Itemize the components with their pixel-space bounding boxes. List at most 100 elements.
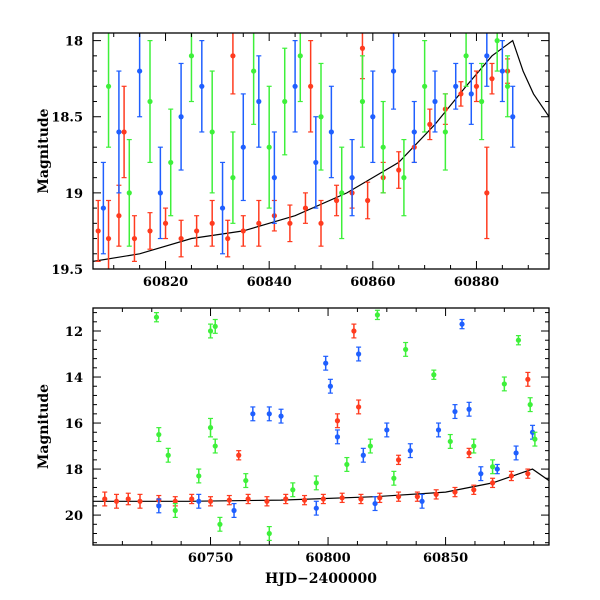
x-tick-label: 60860: [350, 275, 395, 290]
top-data-point: [147, 212, 153, 250]
x-tick-label: 60820: [143, 275, 188, 290]
x-tick-label: 60840: [247, 275, 292, 290]
y-tick-label: 14: [65, 371, 83, 386]
point-marker: [178, 235, 184, 242]
top-data-point: [473, 70, 480, 103]
point-marker: [431, 372, 437, 378]
bottom-data-point: [527, 397, 533, 413]
top-data-point: [494, 33, 500, 72]
point-marker: [287, 220, 293, 226]
top-data-point: [489, 62, 495, 95]
point-marker: [250, 411, 256, 417]
bottom-data-point: [243, 473, 249, 489]
point-marker: [494, 466, 500, 472]
point-marker: [113, 498, 120, 504]
top-data-point: [411, 100, 417, 164]
top-data-point: [230, 131, 236, 224]
bottom-data-point: [172, 502, 178, 518]
point-marker: [447, 438, 453, 445]
bottom-series-2: [153, 309, 538, 541]
point-marker: [471, 487, 477, 493]
point-marker: [121, 129, 127, 135]
point-marker: [466, 406, 472, 412]
point-marker: [131, 235, 138, 242]
top-plot-area: [93, 33, 549, 269]
bottom-series-1: [156, 318, 536, 518]
point-marker: [358, 496, 364, 502]
top-data-point: [251, 33, 257, 125]
bottom-data-point: [125, 492, 131, 506]
point-marker: [513, 450, 519, 456]
bottom-data-point: [334, 413, 341, 429]
point-marker: [489, 464, 496, 470]
bottom-data-point: [435, 422, 442, 438]
point-marker: [271, 175, 277, 181]
top-data-point: [427, 108, 433, 141]
x-tick-label: 60750: [188, 551, 233, 566]
top-data-point: [194, 215, 200, 247]
top-data-point: [510, 85, 516, 148]
point-marker: [251, 68, 257, 74]
y-tick-label: 19.5: [51, 263, 83, 278]
point-marker: [525, 376, 531, 382]
bottom-data-point: [313, 500, 319, 516]
top-data-point: [95, 199, 101, 262]
bottom-data-point: [414, 491, 420, 502]
bottom-series-0: [102, 323, 531, 509]
bottom-data-point: [433, 489, 439, 500]
bottom-data-point: [466, 447, 472, 459]
bottom-data-point: [323, 355, 329, 371]
point-marker: [196, 473, 202, 479]
point-marker: [527, 402, 533, 408]
point-marker: [313, 159, 319, 166]
bottom-data-point: [478, 466, 484, 482]
point-marker: [532, 436, 538, 442]
point-marker: [344, 461, 350, 468]
point-marker: [278, 413, 284, 419]
point-marker: [499, 68, 505, 74]
point-marker: [165, 452, 171, 458]
point-marker: [207, 498, 214, 504]
point-marker: [419, 498, 425, 504]
top-data-point: [240, 93, 246, 202]
point-marker: [380, 144, 386, 150]
point-marker: [318, 114, 324, 120]
bottom-data-point: [494, 463, 500, 475]
point-marker: [320, 496, 326, 502]
bottom-panel: 60750 60800 60850 12 14 16 18 20 Magnitude HJD−24…: [36, 307, 550, 587]
top-data-point: [333, 184, 340, 217]
top-data-point: [504, 55, 511, 118]
point-marker: [356, 351, 362, 357]
point-marker: [359, 98, 366, 105]
point-marker: [334, 418, 341, 424]
top-data-point: [328, 85, 334, 179]
bottom-data-point: [266, 406, 272, 422]
point-marker: [282, 98, 288, 105]
point-marker: [494, 38, 500, 44]
bottom-data-point: [395, 491, 402, 502]
y-tick-label: 12: [65, 325, 83, 340]
point-marker: [156, 503, 162, 509]
point-marker: [178, 114, 184, 120]
point-marker: [414, 494, 420, 500]
point-marker: [349, 175, 355, 181]
top-y-axis-label: Magnitude: [36, 108, 52, 193]
bottom-data-point: [471, 438, 477, 454]
bottom-y-axis-label: Magnitude: [36, 384, 52, 469]
top-data-point: [365, 181, 371, 220]
top-data-point: [442, 93, 448, 171]
top-data-point: [479, 62, 485, 141]
point-marker: [225, 235, 231, 242]
point-marker: [356, 404, 362, 410]
bottom-data-point: [471, 484, 477, 495]
bottom-data-point: [250, 406, 256, 422]
point-marker: [240, 144, 246, 150]
point-marker: [116, 129, 122, 135]
top-panel: 60820 60840 60860 60880 18 18.5 19 19.5 Magnitud…: [36, 32, 550, 290]
top-data-point: [302, 192, 309, 224]
bottom-data-point: [212, 318, 218, 334]
bottom-data-point: [351, 323, 357, 339]
point-marker: [525, 471, 531, 477]
bottom-data-point: [391, 470, 397, 486]
top-data-point: [162, 207, 169, 240]
